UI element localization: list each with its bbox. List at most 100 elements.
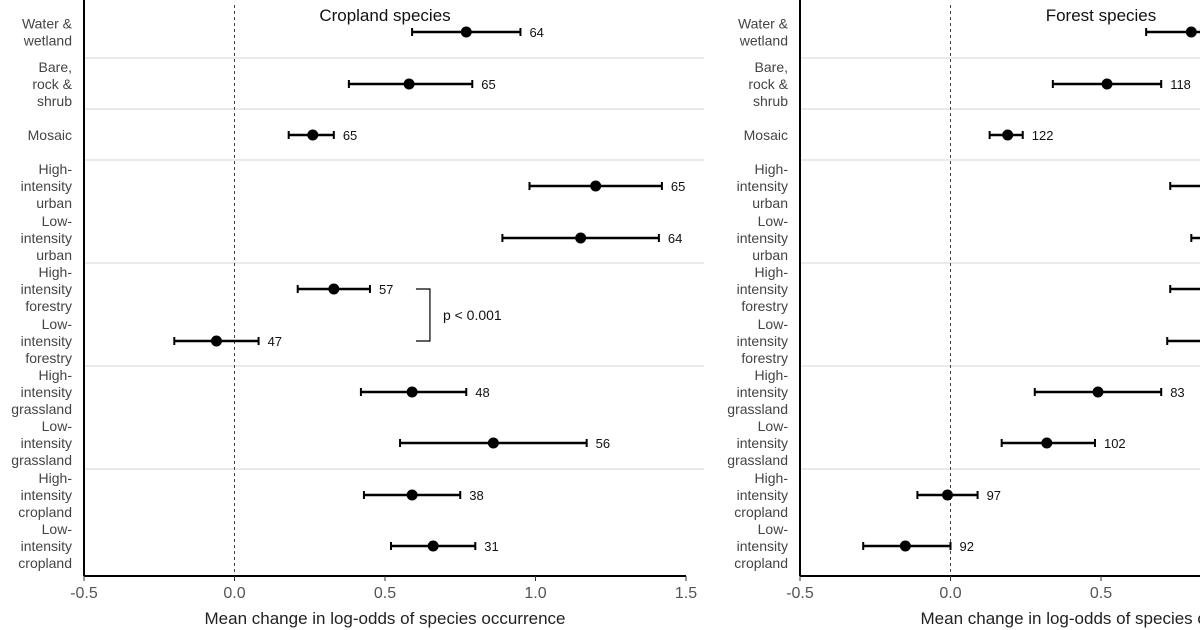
category-label-line: grassland — [11, 452, 72, 468]
sample-size-label: 122 — [1032, 128, 1054, 143]
category-label: Mosaic — [28, 127, 72, 143]
category-label-line: High- — [39, 367, 73, 383]
category-label-line: shrub — [37, 93, 72, 109]
category-label-line: cropland — [18, 504, 72, 520]
sample-size-label: 38 — [469, 488, 483, 503]
estimate-point — [1092, 386, 1104, 398]
category-label-line: Water & — [738, 16, 789, 32]
sample-size-label: 118 — [1170, 77, 1191, 92]
category-label: Bare, rock & shrub — [32, 59, 72, 109]
category-label: Mosaic — [744, 127, 788, 143]
category-label: High-intensity cropland — [18, 470, 72, 520]
estimate-point — [328, 283, 340, 295]
category-label-line: urban — [752, 247, 788, 263]
category-label-line: High- — [39, 264, 73, 280]
category-label-line: Low- — [42, 213, 73, 229]
category-label-line: Bare, — [39, 59, 72, 75]
category-label: Low-intensity urban — [737, 213, 789, 263]
chart-title: Cropland species — [319, 6, 450, 25]
category-label-line: intensity — [737, 230, 788, 246]
category-label-line: rock & — [748, 76, 788, 92]
panel-cropland: -0.5 0.0 0.5 1.0 1.5 Cropland species Mean cha… — [11, 0, 704, 628]
category-label-line: High- — [755, 161, 789, 177]
category-label-line: Low- — [758, 213, 789, 229]
category-label-line: Low- — [42, 418, 73, 434]
category-label: High-intensity cropland — [734, 470, 788, 520]
estimate-point — [307, 129, 319, 141]
category-label-line: wetland — [23, 33, 72, 49]
category-label-line: forestry — [741, 350, 788, 366]
estimate-point — [941, 489, 953, 501]
category-label-line: shrub — [753, 93, 788, 109]
category-label-line: intensity — [21, 178, 72, 194]
category-label-line: Water & — [22, 16, 73, 32]
x-tick-label: 0.5 — [1090, 585, 1112, 602]
category-label-line: intensity — [21, 538, 72, 554]
category-label-line: Low- — [758, 316, 789, 332]
estimate-point — [1041, 437, 1053, 449]
category-label-line: intensity — [21, 230, 72, 246]
category-label: High-intensity grassland — [727, 367, 788, 417]
estimate-point — [1185, 26, 1197, 38]
category-label: Low-intensity forestry — [737, 316, 789, 366]
estimate-point — [590, 180, 602, 192]
category-label: High-intensity grassland — [11, 367, 72, 417]
category-label: Low-intensity forestry — [21, 316, 73, 366]
category-label-line: intensity — [737, 538, 788, 554]
significance-annotation: p < 0.001 — [443, 307, 502, 323]
estimate-point — [210, 335, 222, 347]
category-label-line: wetland — [739, 33, 788, 49]
category-label-line: urban — [36, 247, 72, 263]
category-label-line: cropland — [18, 555, 72, 571]
category-label-line: grassland — [727, 452, 788, 468]
x-tick-label: 0.5 — [374, 585, 396, 602]
category-label: Low-intensity cropland — [734, 521, 788, 571]
category-label-line: intensity — [21, 281, 72, 297]
x-tick-label: 0.0 — [939, 585, 961, 602]
category-label-line: Mosaic — [744, 127, 788, 143]
category-label-line: Low- — [758, 521, 789, 537]
category-label-line: intensity — [737, 435, 788, 451]
category-label: Bare, rock & shrub — [748, 59, 788, 109]
estimate-point — [427, 540, 439, 552]
category-label: Water & wetland — [22, 16, 73, 49]
sample-size-label: 65 — [343, 128, 357, 143]
sample-size-label: 31 — [484, 539, 498, 554]
x-tick-label: 1.0 — [524, 585, 546, 602]
sample-size-label: 83 — [1170, 385, 1184, 400]
category-label-line: Mosaic — [28, 127, 72, 143]
category-label: Water & wetland — [738, 16, 789, 49]
category-label-line: intensity — [21, 384, 72, 400]
sample-size-label: 56 — [596, 436, 610, 451]
category-label: Low-intensity grassland — [727, 418, 788, 468]
category-label-line: cropland — [734, 555, 788, 571]
category-label-line: Low- — [42, 521, 73, 537]
category-label: High-intensity forestry — [737, 264, 789, 314]
category-label-line: High- — [39, 470, 73, 486]
category-label-line: forestry — [25, 298, 72, 314]
category-label-line: intensity — [21, 333, 72, 349]
estimate-point — [403, 78, 415, 90]
estimate-point — [1002, 129, 1014, 141]
category-label-line: urban — [36, 195, 72, 211]
significance-bracket — [415, 288, 431, 342]
category-label-line: Bare, — [755, 59, 788, 75]
sample-size-label: 57 — [379, 282, 393, 297]
sample-size-label: 48 — [475, 385, 489, 400]
sample-size-label: 47 — [268, 334, 282, 349]
category-label-line: High- — [755, 470, 789, 486]
category-label-line: intensity — [737, 178, 788, 194]
x-tick-label: -0.5 — [786, 585, 814, 602]
x-axis-label: Mean change in log-odds of species occur… — [205, 609, 566, 628]
category-label-line: intensity — [737, 487, 788, 503]
estimate-point — [406, 386, 418, 398]
category-label-line: intensity — [737, 281, 788, 297]
sample-size-label: 64 — [529, 25, 543, 40]
category-label: Low-intensity cropland — [18, 521, 72, 571]
category-label-line: High- — [755, 367, 789, 383]
estimate-point — [406, 489, 418, 501]
category-label-line: intensity — [737, 333, 788, 349]
chart-title: Forest species — [1046, 6, 1157, 25]
sample-size-label: 64 — [668, 231, 682, 246]
